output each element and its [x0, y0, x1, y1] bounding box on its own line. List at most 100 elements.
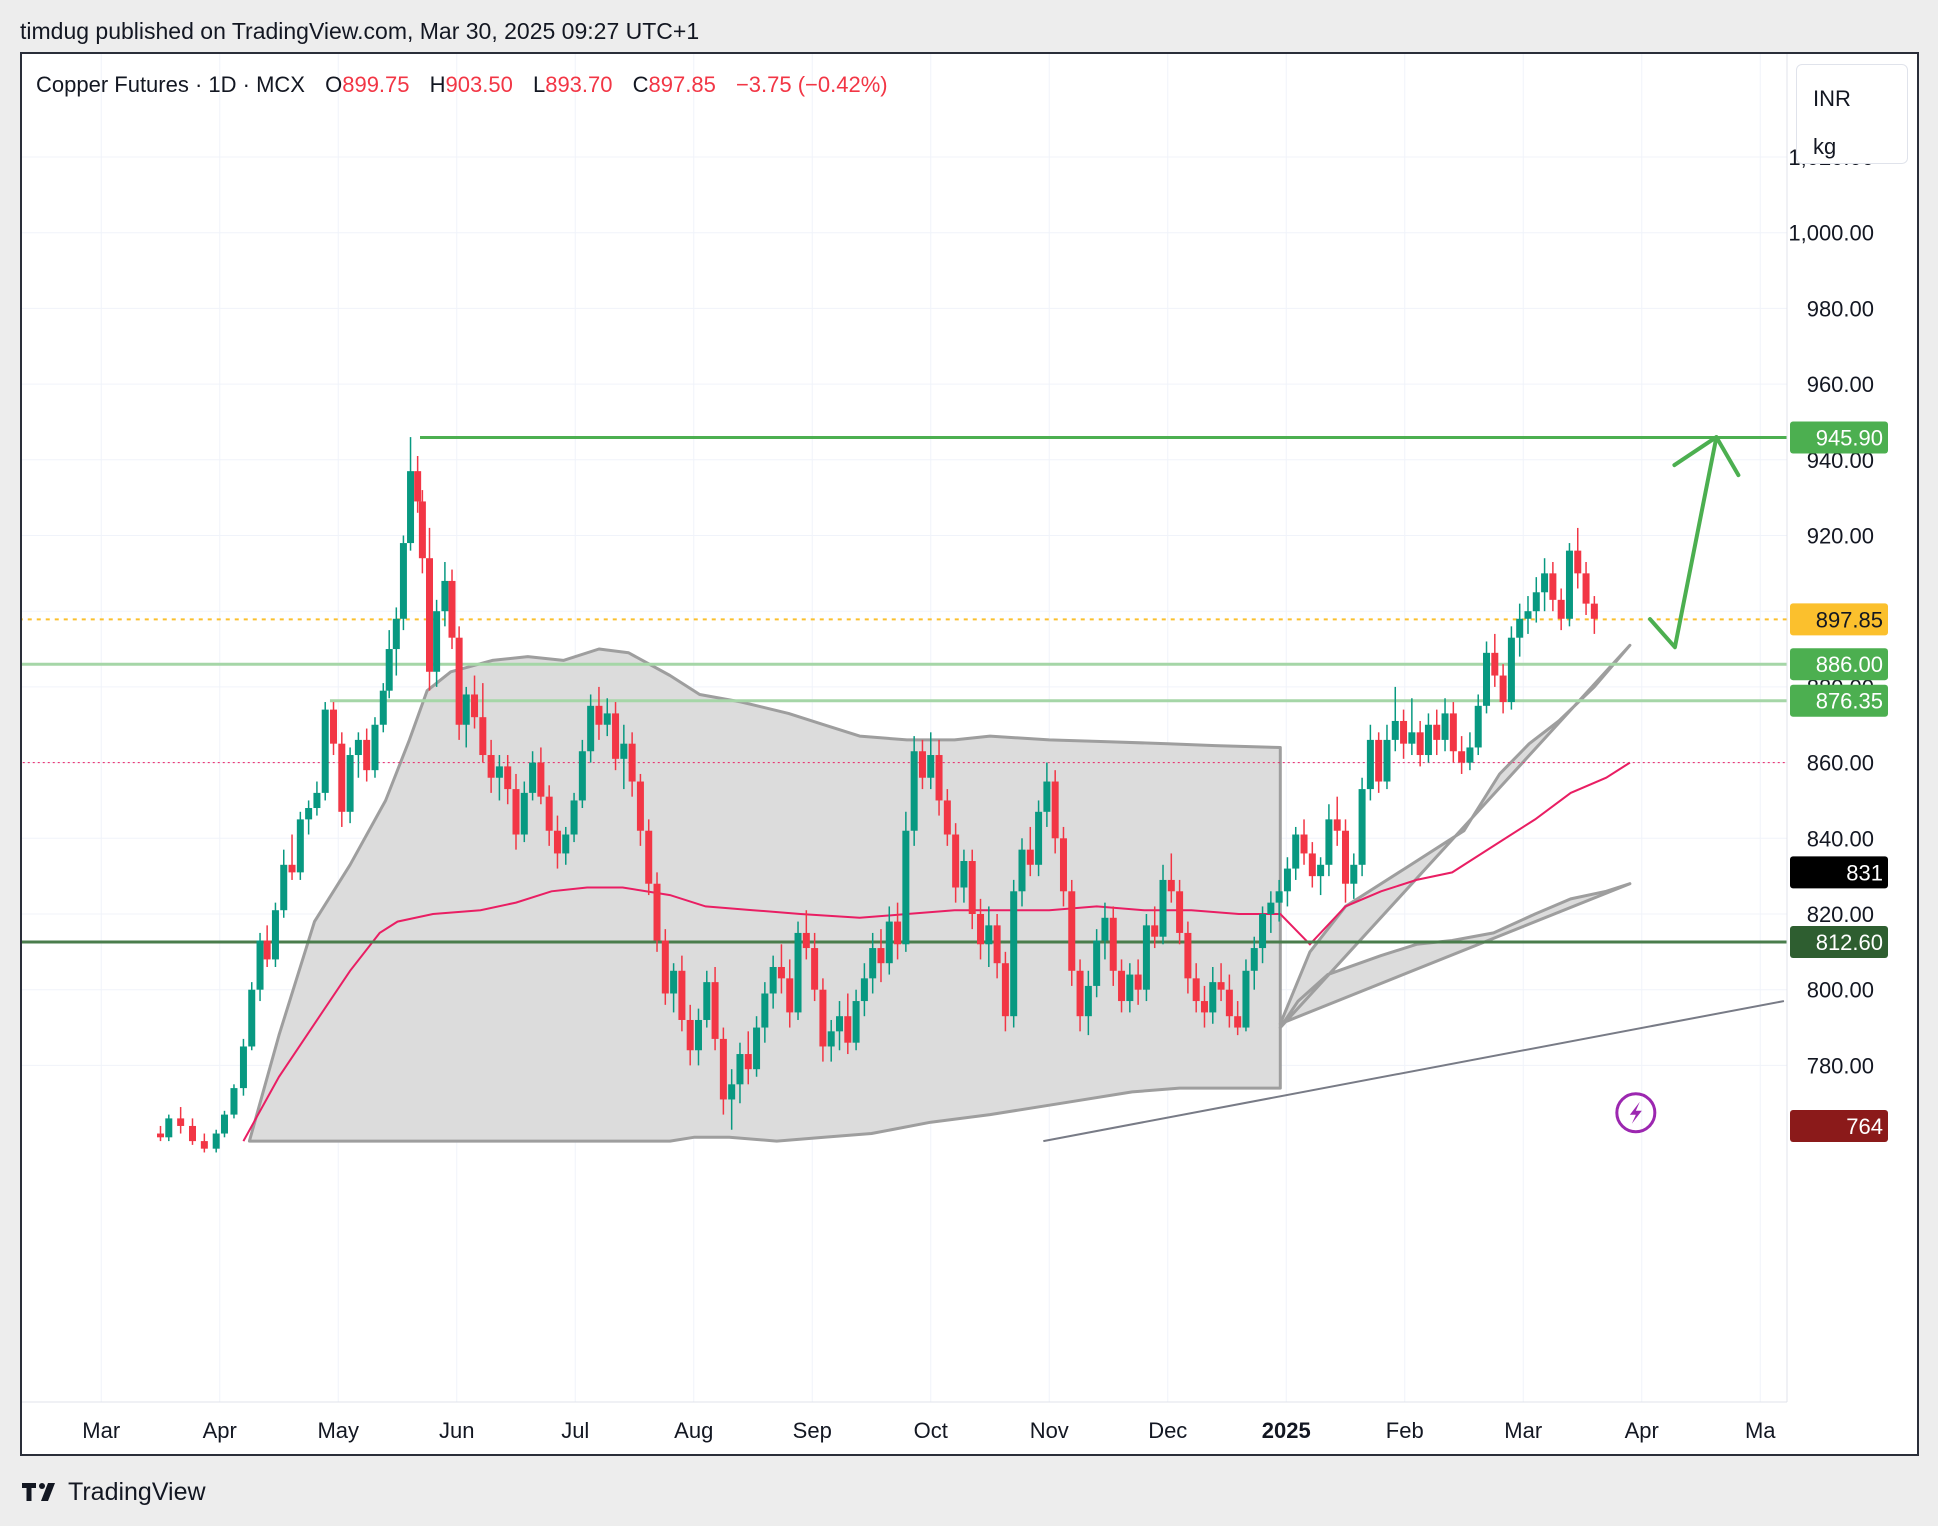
- candle-body: [1383, 739, 1391, 782]
- trend-line: [1043, 1000, 1785, 1143]
- plot-area: [22, 435, 1787, 1153]
- price-chart[interactable]: 1,020.001,000.00980.00960.00940.00920.00…: [22, 54, 1917, 1454]
- candle-body: [653, 883, 661, 941]
- currency-label[interactable]: INR: [1813, 86, 1851, 111]
- candle-body: [1209, 982, 1217, 1013]
- candle-body: [1524, 611, 1532, 619]
- band-shape: [247, 647, 1282, 1143]
- candle-body: [1342, 830, 1349, 884]
- candle-body: [811, 948, 819, 990]
- candle-body: [678, 970, 686, 1020]
- y-tick-label: 860.00: [1807, 751, 1874, 776]
- legend-open-label: O: [325, 72, 343, 97]
- candle-body: [462, 694, 470, 725]
- price-label-text: 831: [1846, 860, 1883, 885]
- candle-body: [1018, 849, 1026, 892]
- candle-body: [786, 978, 794, 1013]
- legend-low-value: 893.70: [545, 72, 613, 97]
- candle-body: [520, 792, 528, 835]
- candle-body: [288, 864, 296, 873]
- price-label-text: 876.35: [1816, 689, 1883, 714]
- candle-body: [1565, 550, 1573, 619]
- candle-body: [1043, 781, 1051, 812]
- x-tick-label: Oct: [914, 1418, 948, 1443]
- legend-close-value: 897.85: [648, 72, 716, 97]
- candle-body: [885, 921, 893, 964]
- units-box[interactable]: INR kg: [1796, 64, 1908, 164]
- candle-body: [562, 834, 570, 854]
- price-labels: 945.90 897.85 886.00 876.35 831 812.60 764: [1790, 421, 1888, 1142]
- candle-body: [670, 970, 678, 994]
- candle-body: [379, 690, 387, 725]
- chart-frame: 1,020.001,000.00980.00960.00940.00920.00…: [20, 52, 1919, 1456]
- legend-high-value: 903.50: [445, 72, 513, 97]
- candle-body: [1134, 974, 1142, 990]
- candle-body: [1109, 917, 1117, 971]
- candle-body: [363, 739, 371, 771]
- candle-body: [1532, 592, 1540, 612]
- candle-body: [1424, 724, 1432, 756]
- y-tick-label: 840.00: [1807, 826, 1874, 851]
- x-tick-label: 2025: [1262, 1418, 1311, 1443]
- y-tick-label: 920.00: [1807, 524, 1874, 549]
- candle-body: [280, 864, 288, 911]
- candle-body: [1192, 978, 1200, 1002]
- candle-body: [794, 932, 802, 1013]
- y-tick-label: 960.00: [1807, 372, 1874, 397]
- candle-body: [960, 861, 968, 888]
- candle-body: [1391, 720, 1399, 740]
- x-tick-label: Dec: [1148, 1418, 1187, 1443]
- candle-body: [587, 705, 595, 752]
- footer-brand[interactable]: TradingView: [20, 1472, 206, 1512]
- candle-body: [296, 819, 304, 873]
- candle-body: [1441, 713, 1449, 740]
- projection-arrow-head: [1672, 435, 1741, 478]
- candle-body: [1458, 751, 1466, 763]
- candle-body: [578, 751, 586, 801]
- candle-body: [661, 940, 669, 994]
- price-label-text: 764: [1846, 1114, 1883, 1139]
- price-label: 886.00: [1790, 648, 1888, 681]
- candle-body: [636, 781, 644, 831]
- candle-body: [1366, 739, 1374, 790]
- lightning-icon[interactable]: [1615, 1092, 1657, 1134]
- candle-body: [1118, 970, 1126, 1002]
- candle-body: [570, 800, 578, 835]
- y-tick-label: 980.00: [1807, 296, 1874, 321]
- candle-body: [1283, 868, 1291, 892]
- candle-body: [1350, 864, 1358, 884]
- candle-body: [165, 1118, 173, 1138]
- candle-body: [819, 989, 827, 1047]
- candle-body: [1151, 925, 1159, 937]
- candle-body: [313, 792, 321, 809]
- candle-body: [338, 743, 346, 812]
- price-label-text: 945.90: [1816, 425, 1883, 450]
- candle-body: [711, 982, 719, 1039]
- x-tick-label: Apr: [203, 1418, 237, 1443]
- candle-body: [504, 766, 512, 790]
- candle-body: [1499, 675, 1507, 703]
- candle-body: [869, 948, 877, 979]
- candle-body: [1292, 834, 1300, 869]
- unit-label[interactable]: kg: [1813, 134, 1837, 159]
- candle-body: [1234, 1016, 1242, 1028]
- chart-legend: Copper Futures · 1D · MCX O899.75 H903.5…: [36, 72, 888, 98]
- candle-body: [1433, 724, 1441, 740]
- candle-body: [744, 1054, 752, 1070]
- legend-symbol[interactable]: Copper Futures · 1D · MCX: [36, 72, 305, 97]
- candle-body: [703, 982, 711, 1020]
- grid: [22, 54, 1787, 1402]
- candle-body: [1582, 573, 1590, 604]
- candle-body: [455, 637, 463, 725]
- candle-body: [686, 1019, 694, 1051]
- candle-body: [968, 861, 976, 914]
- candle-body: [1217, 982, 1225, 990]
- candle-body: [1358, 789, 1366, 865]
- candle-body: [529, 762, 537, 793]
- price-label-box: [1790, 1109, 1888, 1142]
- candle-body: [719, 1038, 727, 1100]
- candle-body: [985, 925, 993, 945]
- candle-body: [977, 914, 985, 945]
- projection-arrow: [1648, 435, 1719, 650]
- candle-body: [910, 751, 918, 831]
